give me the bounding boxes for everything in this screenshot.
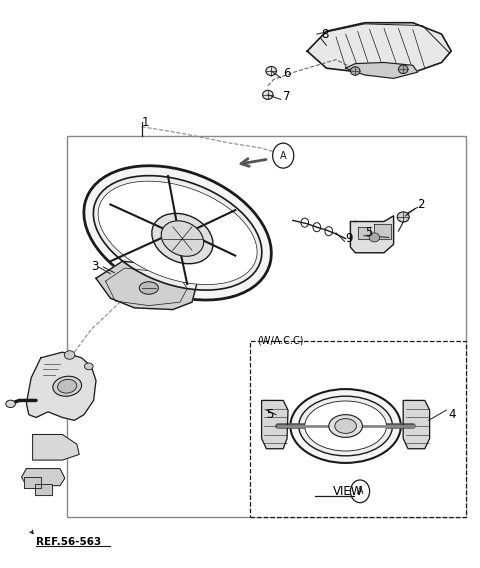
Polygon shape: [346, 62, 418, 78]
Text: A: A: [357, 486, 363, 496]
Text: (W/A.C.C): (W/A.C.C): [257, 336, 303, 346]
Text: VIEW: VIEW: [333, 485, 363, 498]
Polygon shape: [26, 352, 96, 420]
Polygon shape: [22, 469, 65, 486]
Ellipse shape: [139, 282, 158, 294]
Polygon shape: [350, 216, 394, 253]
Ellipse shape: [64, 350, 75, 359]
Ellipse shape: [263, 90, 273, 99]
Ellipse shape: [161, 221, 204, 256]
Ellipse shape: [266, 66, 276, 76]
Bar: [250, 341, 466, 517]
Text: 6: 6: [283, 68, 291, 80]
Polygon shape: [307, 23, 451, 74]
Polygon shape: [358, 227, 370, 239]
Ellipse shape: [53, 376, 82, 396]
Ellipse shape: [98, 181, 257, 285]
Ellipse shape: [84, 363, 93, 370]
Bar: [67, 136, 466, 517]
Ellipse shape: [329, 415, 362, 437]
Ellipse shape: [290, 389, 401, 463]
Text: 9: 9: [346, 232, 353, 245]
Text: A: A: [280, 151, 287, 161]
Text: 2: 2: [418, 198, 425, 211]
Polygon shape: [33, 435, 79, 460]
Ellipse shape: [299, 396, 392, 456]
Text: 7: 7: [283, 90, 291, 103]
Ellipse shape: [6, 400, 15, 408]
Ellipse shape: [58, 379, 77, 393]
Ellipse shape: [335, 419, 356, 433]
Ellipse shape: [93, 176, 262, 290]
Text: 5: 5: [365, 227, 372, 239]
Text: 3: 3: [91, 261, 98, 273]
Ellipse shape: [152, 214, 213, 264]
Text: 1: 1: [142, 116, 149, 128]
Text: 8: 8: [322, 28, 329, 40]
Ellipse shape: [398, 65, 408, 73]
Polygon shape: [96, 261, 197, 310]
Polygon shape: [35, 484, 52, 495]
Polygon shape: [374, 224, 391, 239]
Text: REF.56-563: REF.56-563: [36, 537, 101, 547]
Polygon shape: [403, 400, 430, 449]
Ellipse shape: [350, 67, 360, 75]
Text: 5: 5: [266, 408, 274, 421]
Ellipse shape: [305, 401, 386, 451]
Ellipse shape: [84, 166, 271, 300]
Polygon shape: [24, 477, 41, 488]
Text: 4: 4: [449, 408, 456, 421]
Ellipse shape: [397, 212, 409, 222]
Ellipse shape: [369, 233, 380, 242]
Polygon shape: [262, 400, 288, 449]
